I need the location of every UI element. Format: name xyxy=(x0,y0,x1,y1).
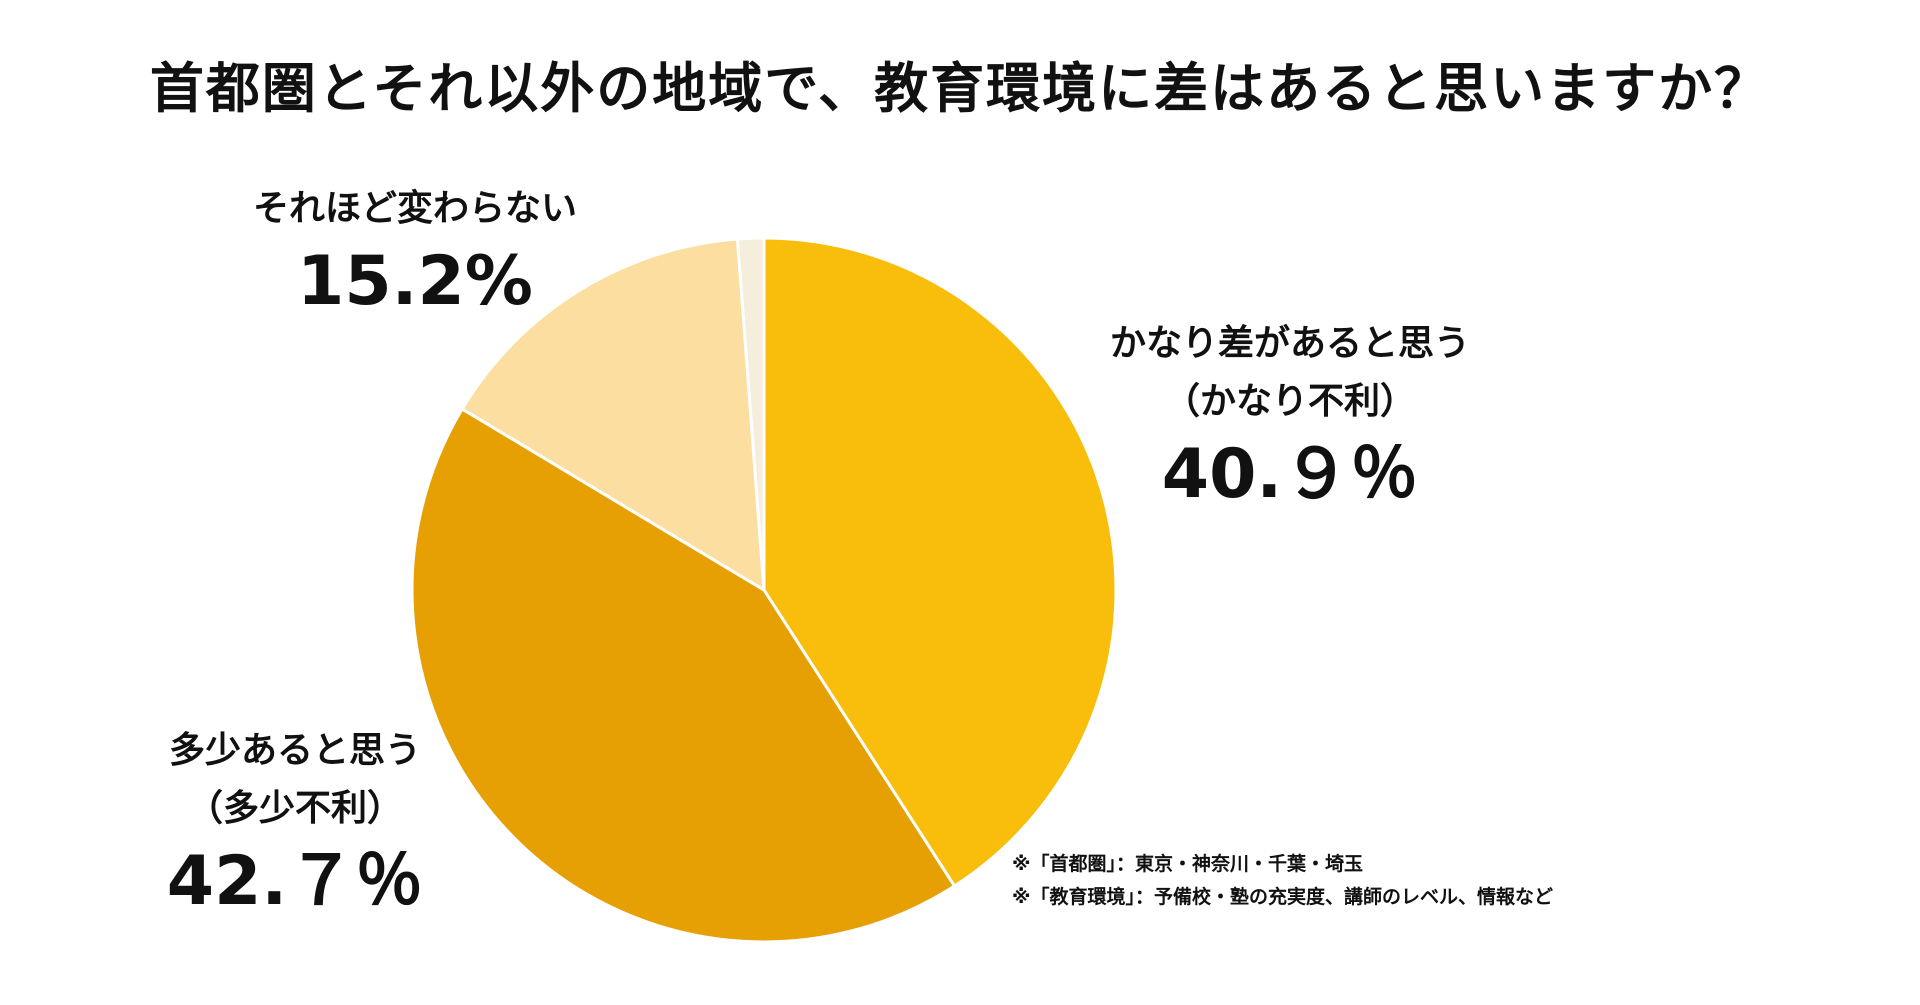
pie-slice-2 xyxy=(410,407,956,944)
slice-label-somewhat-disadvantaged: 多少あると思う （多少不利） 42.７％ xyxy=(140,722,450,922)
footnotes: ※「首都圏」：東京・神奈川・千葉・埼玉 ※「教育環境」：予備校・塾の充実度、講師… xyxy=(1012,848,1553,914)
pie-slice-4 xyxy=(735,236,766,592)
slice-label-line: （多少不利） xyxy=(186,788,403,829)
footnote: ※「首都圏」：東京・神奈川・千葉・埼玉 xyxy=(1012,853,1363,875)
slice-label-line: （かなり不利） xyxy=(1163,381,1416,422)
pie-slice-3 xyxy=(460,237,766,592)
slice-label-line: それほど変わらない xyxy=(252,188,577,229)
slice-percentage: 15.2% xyxy=(297,242,533,321)
slice-percentage: 40.９％ xyxy=(1161,435,1419,514)
slice-label-strongly-disadvantaged: かなり差があると思う （かなり不利） 40.９％ xyxy=(1080,315,1500,515)
footnote: ※「教育環境」：予備校・塾の充実度、講師のレベル、情報など xyxy=(1012,886,1553,908)
slice-label-not-much-different: それほど変わらない 15.2% xyxy=(215,180,615,322)
slice-label-line: 多少あると思う xyxy=(168,730,421,771)
chart-title: 首都圏とそれ以外の地域で、教育環境に差はあると思いますか？ xyxy=(149,57,1771,120)
slice-percentage: 42.７％ xyxy=(166,842,424,921)
slice-label-line: かなり差があると思う xyxy=(1109,323,1470,364)
